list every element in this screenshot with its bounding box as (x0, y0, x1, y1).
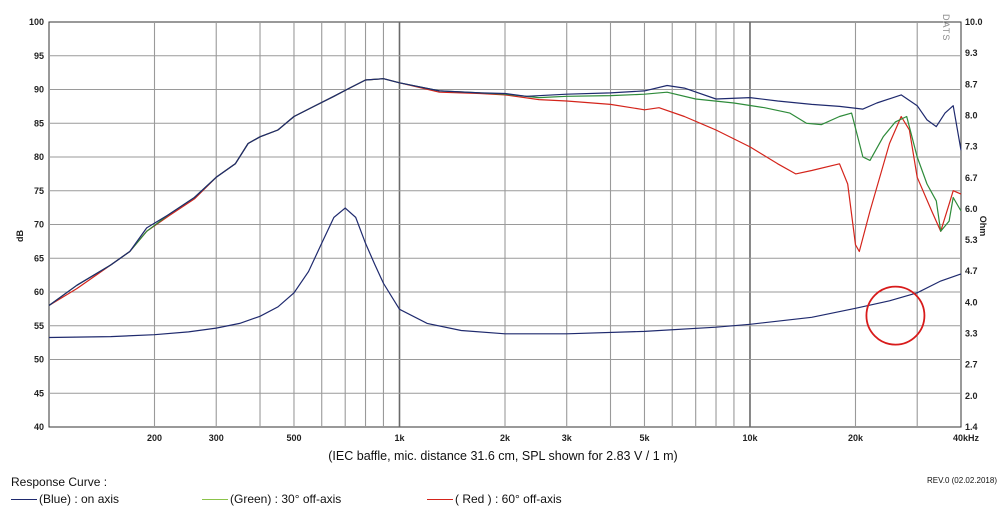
y-tick-label-left: 50 (34, 355, 44, 365)
impedance-layer (48, 207, 962, 339)
y-tick-label-right: 3.3 (965, 329, 978, 339)
chart-caption: (IEC baffle, mic. distance 31.6 cm, SPL … (328, 449, 678, 463)
legend-swatch-blue (11, 498, 37, 500)
y-tick-label-left: 90 (34, 85, 44, 95)
y-axis-label-left: dB (15, 230, 25, 242)
y-tick-label-right: 9.3 (965, 48, 978, 58)
y-tick-label-right: 10.0 (965, 17, 983, 27)
legend-item-blue: (Blue) : on axis (11, 492, 119, 506)
revision-label: REV.0 (02.02.2018) (927, 476, 997, 485)
annotation-circle (865, 285, 926, 346)
y-tick-label-right: 5.3 (965, 235, 978, 245)
y-tick-label-left: 80 (34, 152, 44, 162)
y-tick-label-right: 1.4 (965, 422, 978, 432)
legend-title: Response Curve : (11, 475, 108, 489)
y-tick-label-right: 2.7 (965, 360, 978, 370)
x-tick-label: 40kHz (953, 433, 980, 443)
impedance-curve (48, 207, 962, 339)
legend-label-red: ( Red ) : 60° off-axis (455, 492, 562, 506)
legend-label-blue: (Blue) : on axis (39, 492, 120, 506)
y-axis-label-right: Ohm (978, 216, 988, 237)
x-tick-label: 200 (147, 433, 162, 443)
y-tick-label-left: 95 (34, 51, 44, 61)
y-tick-label-right: 6.0 (965, 204, 978, 214)
x-axis: 200 300 500 1k 2k 3k 5k 10k 20k 40kHz (147, 433, 980, 443)
legend-swatch-red (427, 498, 453, 500)
y-tick-label-left: 60 (34, 287, 44, 297)
y-tick-label-left: 40 (34, 422, 44, 432)
y-tick-label-right: 2.0 (965, 391, 978, 401)
y-tick-label-right: 7.3 (965, 142, 978, 152)
x-tick-label: 500 (286, 433, 301, 443)
x-tick-label: 3k (562, 433, 573, 443)
x-tick-label: 300 (209, 433, 224, 443)
curves-layer (48, 78, 962, 307)
y-tick-label-right: 8.0 (965, 110, 978, 120)
legend-item-green: (Green) : 30° off-axis (202, 492, 341, 506)
y-tick-label-right: 4.0 (965, 297, 978, 307)
legend-item-red: ( Red ) : 60° off-axis (427, 492, 562, 506)
y-tick-label-left: 45 (34, 388, 44, 398)
y-tick-label-left: 100 (29, 17, 44, 27)
brand-mark: DATS (941, 14, 951, 42)
y-tick-label-left: 70 (34, 220, 44, 230)
x-tick-label: 2k (500, 433, 511, 443)
y-axis-left: 40 45 50 55 60 65 70 75 80 85 90 95 100 (29, 17, 44, 432)
on-axis-curve (48, 78, 962, 306)
y-tick-label-right: 8.7 (965, 79, 978, 89)
y-tick-label-left: 65 (34, 253, 44, 263)
y-tick-label-left: 85 (34, 118, 44, 128)
x-tick-label: 20k (848, 433, 864, 443)
x-tick-label: 5k (639, 433, 650, 443)
y-axis-right: 1.4 2.0 2.7 3.3 4.0 4.7 5.3 6.0 6.7 7.3 8.0 8.7 9.3 1… (965, 17, 983, 432)
y-tick-label-right: 6.7 (965, 173, 978, 183)
x-tick-label: 1k (394, 433, 405, 443)
legend-swatch-green (202, 498, 228, 500)
legend-label-green: (Green) : 30° off-axis (230, 492, 342, 506)
x-tick-label: 10k (742, 433, 758, 443)
y-tick-label-left: 55 (34, 321, 44, 331)
frequency-response-chart: 40 45 50 55 60 65 70 75 80 85 90 95 100 1.4 2.0 2.7 3.3… (15, 17, 988, 443)
y-tick-label-left: 75 (34, 186, 44, 196)
y-tick-label-right: 4.7 (965, 266, 978, 276)
